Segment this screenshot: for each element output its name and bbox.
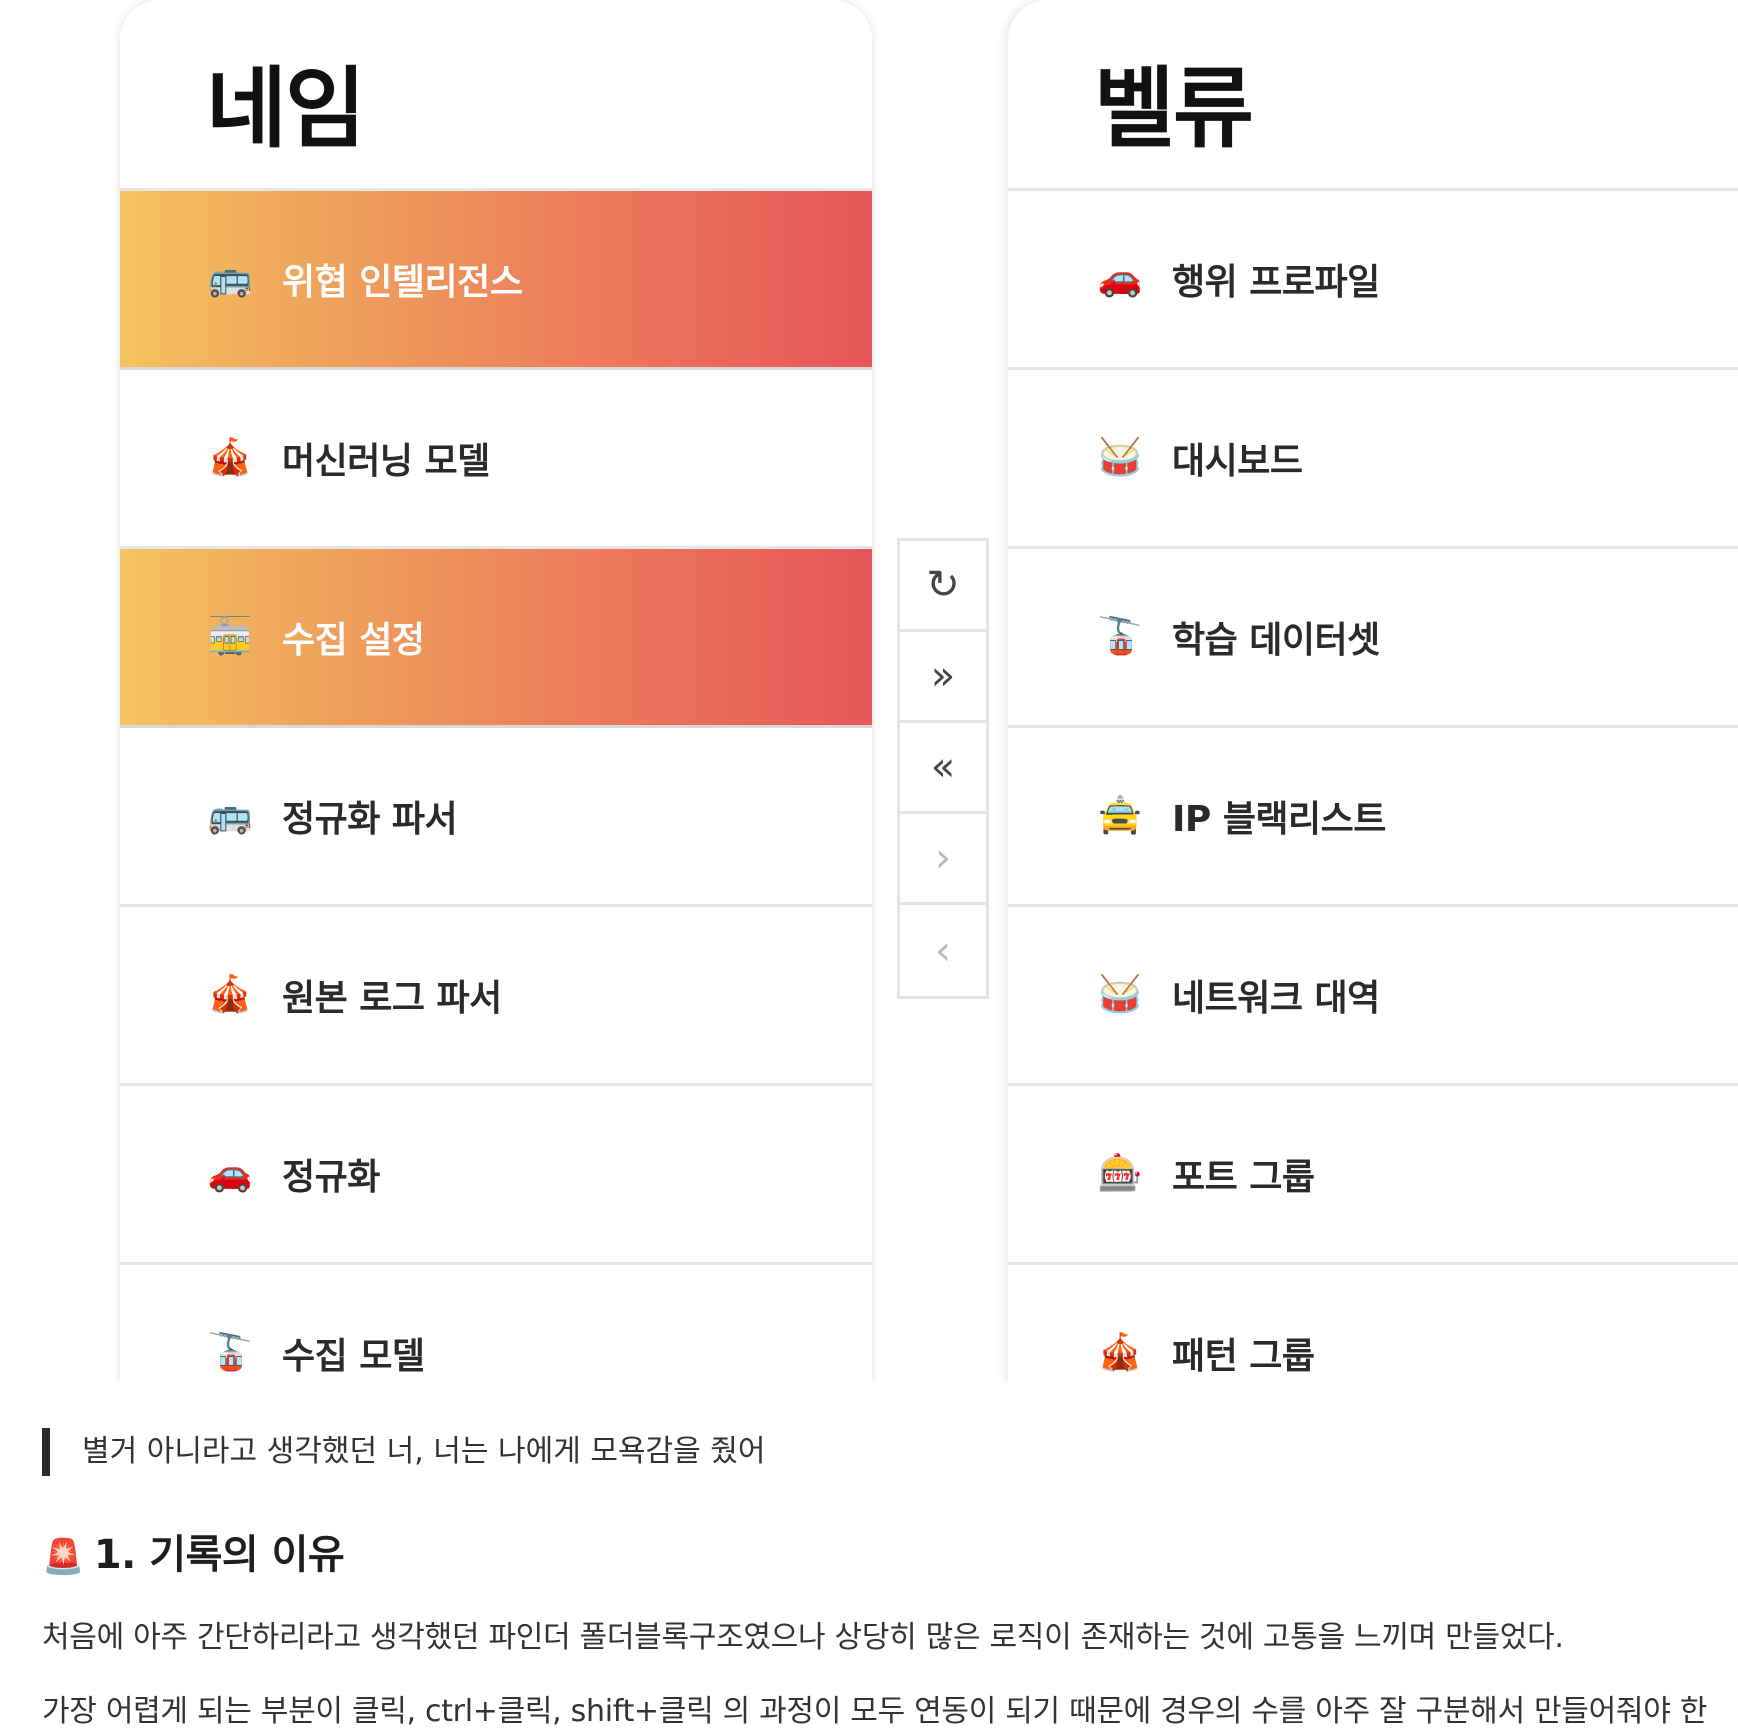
- name-panel-header: 네임: [120, 0, 872, 191]
- list-item[interactable]: 🎪 원본 로그 파서: [120, 907, 872, 1086]
- list-item[interactable]: 🎰 포트 그룹: [1008, 1086, 1738, 1265]
- blockquote: 별거 아니라고 생각했던 너, 너는 나에게 모욕감을 줬어: [42, 1428, 766, 1476]
- slot-machine-icon: 🎰: [1097, 1153, 1143, 1194]
- list-item[interactable]: 🚋 수집 설정: [120, 549, 872, 728]
- rotating-light-icon: 🚨: [42, 1537, 84, 1577]
- taxi-icon: 🚖: [1097, 795, 1143, 836]
- list-item-label: 학습 데이터셋: [1172, 620, 1380, 661]
- move-all-right-button[interactable]: »: [900, 632, 986, 723]
- value-panel-title: 벨류: [1094, 57, 1254, 160]
- reset-icon: ↻: [926, 562, 960, 608]
- list-item-label: 정규화 파서: [282, 799, 458, 840]
- section-heading: 🚨 1. 기록의 이유: [42, 1522, 345, 1580]
- move-left-button[interactable]: ‹: [900, 905, 986, 996]
- list-item[interactable]: 🥁 네트워크 대역: [1008, 907, 1738, 1086]
- list-item[interactable]: 🎪 머신러닝 모델: [120, 370, 872, 549]
- chevron-right-icon: ›: [935, 835, 951, 881]
- list-item-label: 원본 로그 파서: [282, 978, 502, 1019]
- list-item-label: 수집 설정: [282, 620, 425, 661]
- list-item-label: 대시보드: [1172, 441, 1303, 482]
- reset-button[interactable]: ↻: [900, 541, 986, 632]
- screenshot-image: 네임 🚌 위협 인텔리전스 🎪 머신러닝 모델 🚋 수집 설정 🚌 정규화 파서…: [120, 0, 1738, 1383]
- list-item-label: 네트워크 대역: [1172, 978, 1380, 1019]
- move-right-button[interactable]: ›: [900, 814, 986, 905]
- list-item[interactable]: 🚌 위협 인텔리전스: [120, 191, 872, 370]
- name-panel-title: 네임: [206, 57, 366, 160]
- double-chevron-left-icon: «: [930, 744, 956, 790]
- list-item[interactable]: 🚗 정규화: [120, 1086, 872, 1265]
- name-list-panel: 네임 🚌 위협 인텔리전스 🎪 머신러닝 모델 🚋 수집 설정 🚌 정규화 파서…: [120, 0, 872, 1383]
- list-item[interactable]: 🚗 행위 프로파일: [1008, 191, 1738, 370]
- paragraph: 가장 어렵게 되는 부분이 클릭, ctrl+클릭, shift+클릭 의 과정…: [42, 1694, 1708, 1729]
- value-panel-header: 벨류: [1008, 0, 1738, 191]
- list-item-label: 행위 프로파일: [1172, 262, 1380, 303]
- list-item-label: IP 블랙리스트: [1172, 799, 1386, 840]
- circus-tent-icon: 🎪: [1097, 1332, 1143, 1373]
- list-item-label: 수집 모델: [282, 1336, 425, 1377]
- circus-tent-icon: 🎪: [207, 437, 253, 478]
- list-item[interactable]: 🥁 대시보드: [1008, 370, 1738, 549]
- chevron-left-icon: ‹: [935, 927, 951, 974]
- tram-icon: 🚋: [207, 616, 253, 657]
- list-item[interactable]: 🎪 패턴 그룹: [1008, 1265, 1738, 1383]
- list-item[interactable]: 🚡 수집 모델: [120, 1265, 872, 1383]
- drum-icon: 🥁: [1097, 974, 1143, 1015]
- circus-tent-icon: 🎪: [207, 974, 253, 1015]
- list-item[interactable]: 🚌 정규화 파서: [120, 728, 872, 907]
- drum-icon: 🥁: [1097, 437, 1143, 478]
- aerial-tramway-icon: 🚡: [207, 1332, 253, 1373]
- aerial-tramway-icon: 🚡: [1097, 616, 1143, 657]
- list-item-label: 머신러닝 모델: [282, 441, 490, 482]
- list-item-label: 포트 그룹: [1172, 1157, 1315, 1198]
- move-all-left-button[interactable]: «: [900, 723, 986, 814]
- paragraph: 처음에 아주 간단하리라고 생각했던 파인더 폴더블록구조였으나 상당히 많은 …: [42, 1620, 1564, 1655]
- bus-icon: 🚌: [207, 795, 253, 836]
- section-heading-text: 1. 기록의 이유: [93, 1532, 345, 1578]
- value-list-panel: 벨류 🚗 행위 프로파일 🥁 대시보드 🚡 학습 데이터셋 🚖 IP 블랙리스트…: [1008, 0, 1738, 1383]
- bus-icon: 🚌: [207, 258, 253, 299]
- transfer-controls: ↻ » « › ‹: [897, 538, 989, 999]
- list-item[interactable]: 🚡 학습 데이터셋: [1008, 549, 1738, 728]
- list-item-label: 패턴 그룹: [1172, 1336, 1315, 1377]
- list-item[interactable]: 🚖 IP 블랙리스트: [1008, 728, 1738, 907]
- list-item-label: 위협 인텔리전스: [282, 262, 523, 303]
- car-icon: 🚗: [1097, 258, 1143, 299]
- car-icon: 🚗: [207, 1153, 253, 1194]
- double-chevron-right-icon: »: [930, 653, 956, 699]
- list-item-label: 정규화: [282, 1157, 380, 1198]
